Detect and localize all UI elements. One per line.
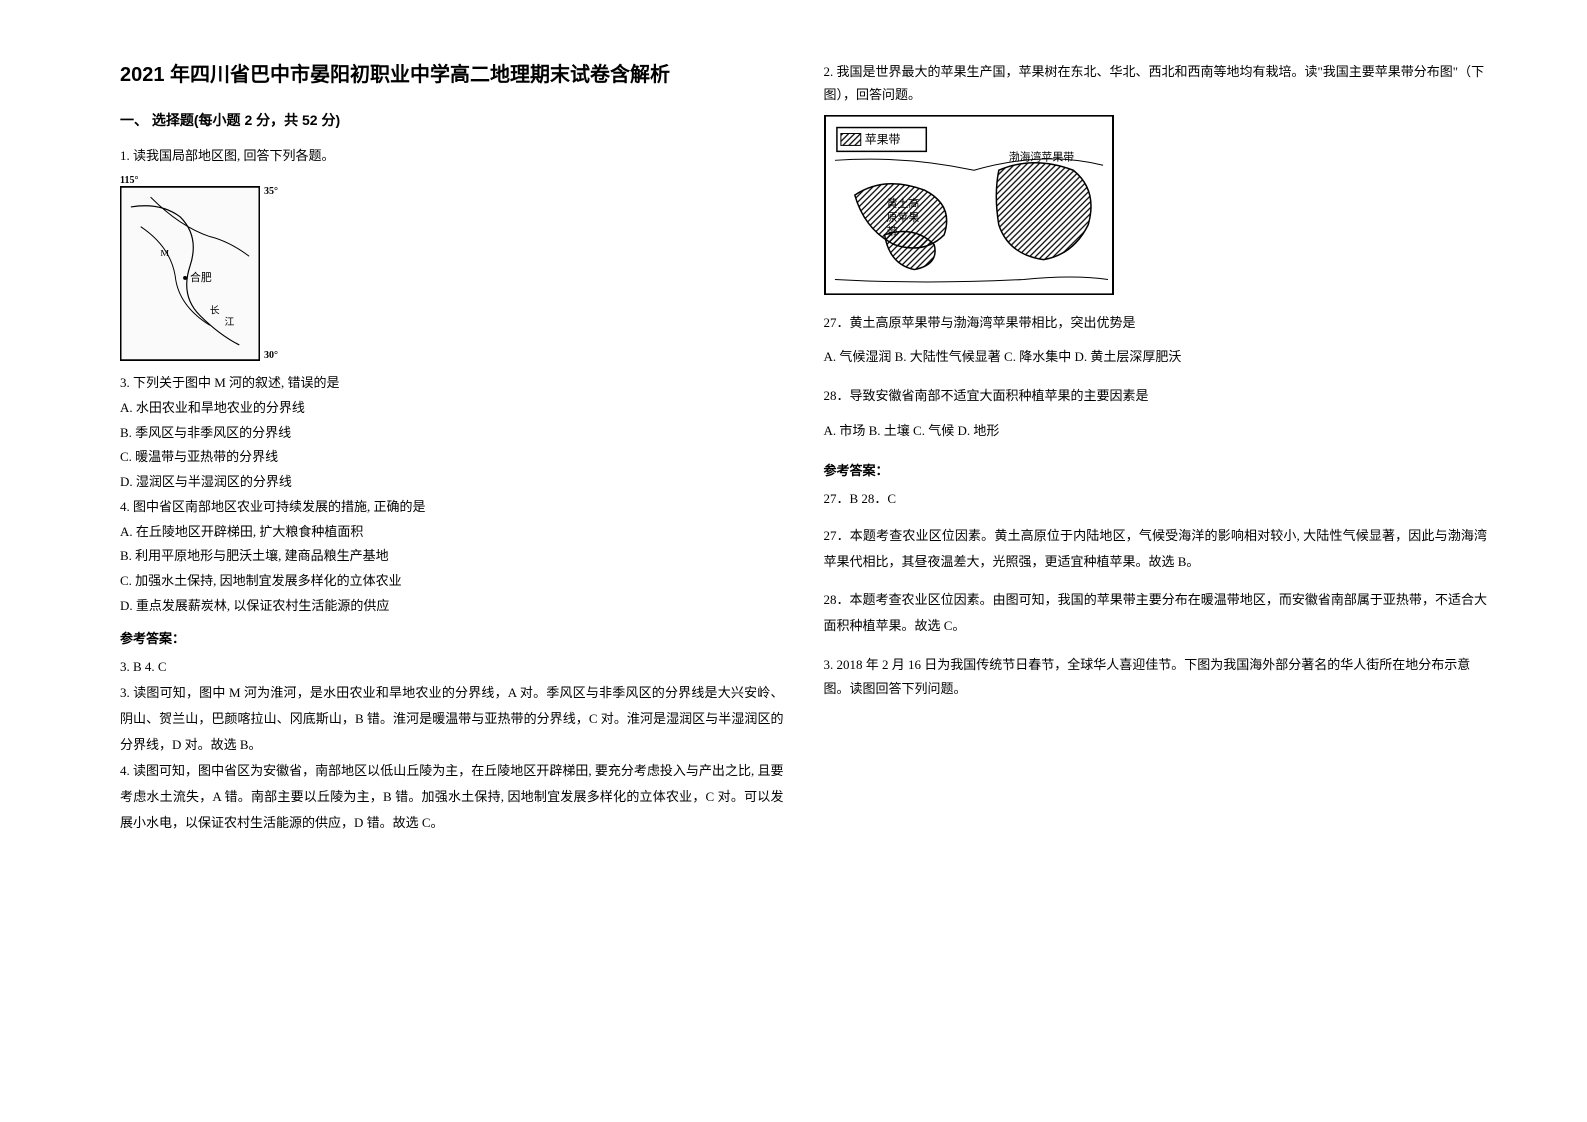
svg-text:合肥: 合肥 <box>190 270 212 284</box>
q2-explanation27: 27．本题考查农业区位因素。黄土高原位于内陆地区，气候受海洋的影响相对较小, 大… <box>824 523 1488 575</box>
q1-explanation4: 4. 读图可知，图中省区为安徽省，南部地区以低山丘陵为主，在丘陵地区开辟梯田, … <box>120 758 784 836</box>
q1-sub4-opt-b: B. 利用平原地形与肥沃土壤, 建商品粮生产基地 <box>120 544 784 569</box>
q1-sub3-opt-a: A. 水田农业和旱地农业的分界线 <box>120 396 784 421</box>
fig1-lat-top: 35° <box>264 186 278 197</box>
svg-text:黄土高: 黄土高 <box>886 196 919 210</box>
svg-text:长: 长 <box>210 305 220 317</box>
q1-sub3-opt-d: D. 湿润区与半湿润区的分界线 <box>120 470 784 495</box>
q2-stem: 2. 我国是世界最大的苹果生产国，苹果树在东北、华北、西北和西南等地均有栽培。读… <box>824 60 1488 107</box>
q2-sub28-stem: 28．导致安徽省南部不适宜大面积种植苹果的主要因素是 <box>824 384 1488 409</box>
q1-sub4-opt-d: D. 重点发展薪炭林, 以保证农村生活能源的供应 <box>120 594 784 619</box>
q2-answer-heading: 参考答案： <box>824 460 1488 479</box>
q1-answer-heading: 参考答案： <box>120 628 784 647</box>
svg-text:原苹果: 原苹果 <box>886 210 919 224</box>
q1-figure-wrapper: 115° 合肥 M 长 江 35° 30° <box>120 175 784 371</box>
q2-map-figure: 苹果带 黄土高 原苹果 带 渤海湾苹果带 <box>824 115 1114 295</box>
q1-sub3-stem: 3. 下列关于图中 M 河的叙述, 错误的是 <box>120 371 784 396</box>
q1-sub4-stem: 4. 图中省区南部地区农业可持续发展的措施, 正确的是 <box>120 495 784 520</box>
q2-sub27-stem: 27．黄土高原苹果带与渤海湾苹果带相比，突出优势是 <box>824 311 1488 336</box>
q1-explanation3: 3. 读图可知，图中 M 河为淮河，是水田农业和旱地农业的分界线，A 对。季风区… <box>120 680 784 758</box>
q1-sub4-opt-c: C. 加强水土保持, 因地制宜发展多样化的立体农业 <box>120 569 784 594</box>
q1-sub3-opt-b: B. 季风区与非季风区的分界线 <box>120 421 784 446</box>
apple-map-svg: 苹果带 黄土高 原苹果 带 渤海湾苹果带 <box>825 115 1113 295</box>
q2-explanation28: 28．本题考查农业区位因素。由图可知，我国的苹果带主要分布在暖温带地区，而安徽省… <box>824 587 1488 639</box>
svg-text:带: 带 <box>886 225 897 238</box>
q1-map-figure: 合肥 M 长 江 <box>120 186 260 361</box>
fig1-lon-label: 115° <box>120 175 784 186</box>
q1-stem: 1. 读我国局部地区图, 回答下列各题。 <box>120 144 784 167</box>
q2-sub28-options: A. 市场 B. 土壤 C. 气候 D. 地形 <box>824 419 1488 444</box>
q1-sub3-opt-c: C. 暖温带与亚热带的分界线 <box>120 445 784 470</box>
q1-answer-line: 3. B 4. C <box>120 655 784 680</box>
q2-sub27-options: A. 气候湿润 B. 大陆性气候显著 C. 降水集中 D. 黄土层深厚肥沃 <box>824 345 1488 370</box>
map-svg: 合肥 M 长 江 <box>121 186 259 361</box>
svg-text:M: M <box>160 249 169 260</box>
q3-stem: 3. 2018 年 2 月 16 日为我国传统节日春节，全球华人喜迎佳节。下图为… <box>824 653 1488 700</box>
section-heading: 一、 选择题(每小题 2 分，共 52 分) <box>120 110 784 130</box>
svg-text:苹果带: 苹果带 <box>864 132 900 146</box>
svg-text:江: 江 <box>225 317 235 329</box>
q2-answer-line: 27．B 28．C <box>824 487 1488 512</box>
fig1-lat-bottom: 30° <box>264 350 278 361</box>
document-title: 2021 年四川省巴中市晏阳初职业中学高二地理期末试卷含解析 <box>120 60 784 90</box>
q1-sub4-opt-a: A. 在丘陵地区开辟梯田, 扩大粮食种植面积 <box>120 520 784 545</box>
